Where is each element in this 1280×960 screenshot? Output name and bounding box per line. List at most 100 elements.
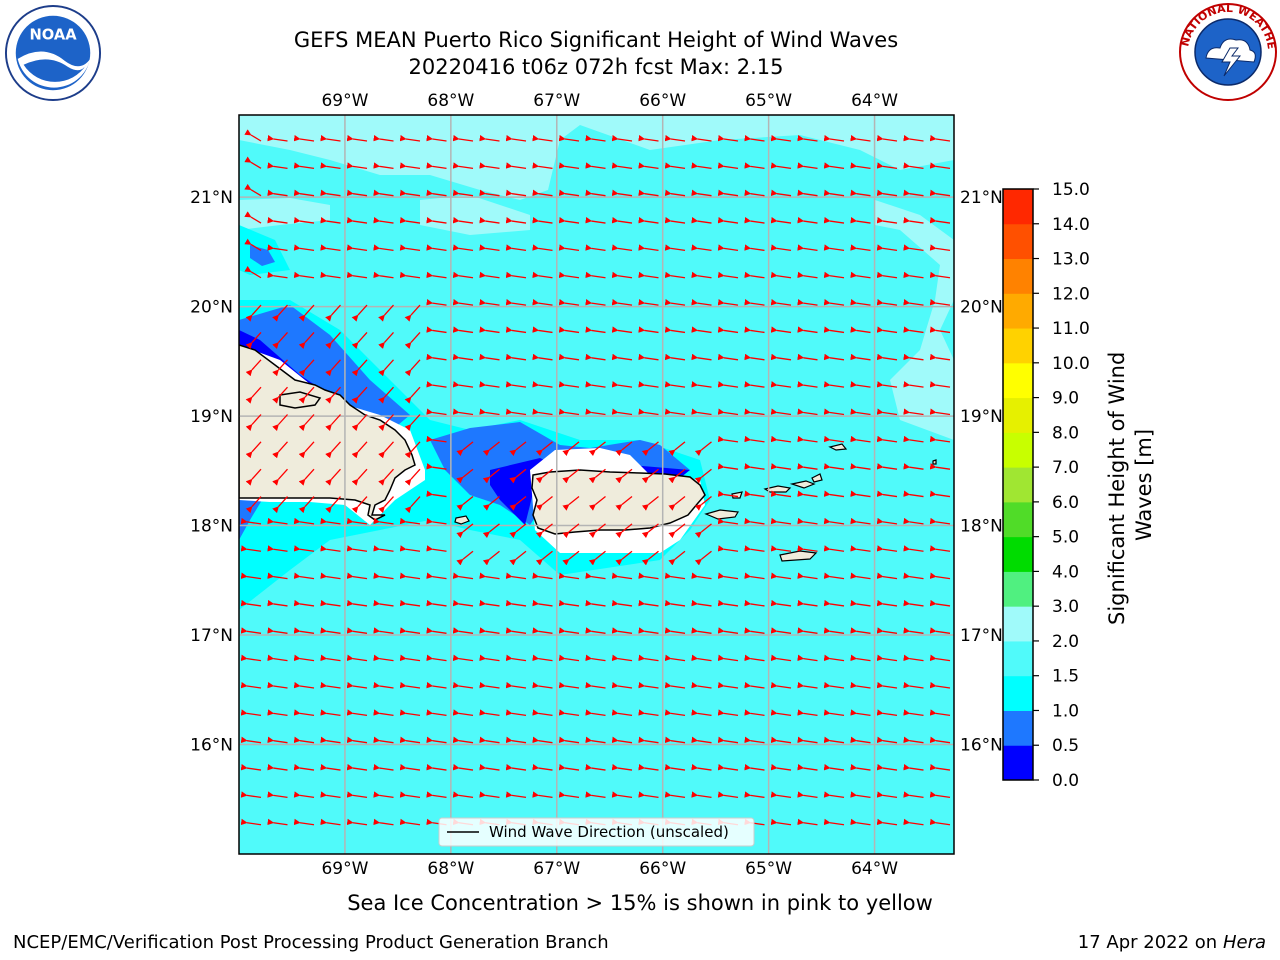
wind-wave-arrow: [482, 496, 500, 511]
wind-wave-arrow: [373, 189, 394, 197]
wind-wave-arrow: [876, 791, 898, 799]
wind-wave-arrow: [903, 408, 924, 416]
wind-wave-arrow: [505, 217, 527, 224]
wind-wave-arrow: [929, 134, 951, 142]
wind-wave-arrow: [426, 490, 447, 498]
wind-wave-arrow: [664, 572, 686, 580]
wind-wave-arrow: [850, 381, 871, 388]
wind-wave-arrow: [426, 463, 447, 470]
wind-wave-arrow: [850, 627, 871, 634]
wind-wave-arrow: [558, 572, 580, 580]
wind-wave-arrow: [272, 441, 288, 459]
wind-wave-arrow: [452, 299, 474, 306]
wind-wave-arrow: [452, 162, 474, 169]
wind-wave-arrow: [426, 217, 447, 224]
wind-wave-arrow: [558, 162, 580, 169]
wind-wave-arrow: [240, 572, 262, 580]
wind-wave-arrow: [320, 818, 341, 826]
noaa-logo: NOAA: [4, 4, 102, 102]
wind-wave-arrow: [664, 381, 686, 388]
wind-wave-arrow: [346, 271, 368, 279]
wind-wave-arrow: [717, 517, 739, 525]
wind-wave-arrow: [770, 599, 792, 607]
lon-tick-label: 66°W: [639, 859, 686, 879]
wind-wave-arrow: [797, 791, 818, 799]
colorbar-segment: [1003, 501, 1033, 538]
wind-wave-arrow: [346, 134, 368, 142]
wind-wave-arrow: [744, 271, 765, 279]
colorbar-tick-label: 15.0: [1052, 180, 1090, 200]
wind-wave-arrow: [770, 189, 792, 197]
wind-wave-arrow: [426, 435, 447, 443]
lon-tick-label: 66°W: [639, 91, 686, 111]
wind-wave-arrow: [638, 353, 659, 361]
wind-wave-arrow: [532, 189, 553, 197]
wind-wave-arrow: [399, 217, 421, 224]
wind-wave-arrow: [903, 709, 924, 716]
wind-wave-arrow: [532, 408, 553, 416]
wind-wave-arrow: [298, 496, 315, 514]
wind-wave-arrow: [240, 599, 262, 607]
wind-wave-arrow: [505, 134, 527, 142]
wind-wave-arrow: [373, 791, 394, 799]
wind-wave-arrow: [482, 550, 500, 566]
wind-wave-arrow: [664, 162, 686, 169]
land-mona-island: [454, 515, 470, 525]
wind-wave-arrow: [509, 441, 527, 457]
wind-wave-arrow: [850, 791, 871, 799]
wind-wave-arrow: [325, 414, 341, 432]
wind-wave-arrow: [426, 681, 447, 689]
wind-wave-arrow: [479, 572, 500, 580]
wind-wave-arrow: [797, 490, 818, 498]
wind-wave-arrow: [691, 408, 712, 416]
wind-wave-arrow: [509, 523, 527, 539]
wind-wave-arrow: [505, 599, 527, 607]
wind-wave-arrow: [797, 271, 818, 279]
wind-wave-arrow: [823, 791, 845, 799]
wind-wave-arrow: [373, 217, 394, 224]
wind-wave-arrow: [611, 791, 633, 799]
colorbar-segment: [1003, 432, 1033, 468]
wind-wave-arrow: [770, 818, 792, 826]
wind-wave-arrow: [272, 468, 288, 486]
wind-wave-arrow: [797, 599, 818, 607]
wind-wave-arrow: [245, 441, 262, 459]
wind-wave-arrow: [452, 189, 474, 197]
wind-wave-arrow: [244, 156, 262, 169]
wind-wave-arrow: [532, 599, 553, 607]
colorbar-tick-label: 1.0: [1052, 701, 1079, 721]
wind-wave-arrow: [298, 468, 315, 486]
wind-wave-arrow: [404, 386, 421, 404]
colorbar-tick-label: 13.0: [1052, 250, 1090, 270]
wind-wave-arrow: [452, 271, 474, 279]
wind-wave-arrow: [244, 238, 262, 251]
wind-wave-arrow: [641, 523, 659, 539]
wind-wave-arrow: [378, 441, 394, 459]
wind-wave-arrow: [850, 490, 871, 498]
wind-wave-arrow: [850, 517, 871, 525]
colorbar-ticks: 0.0 0.5 1.0 1.5 2.0 3.0 4.0 5.0 6.0 7.0 8.0 9.0 10.0…: [1033, 180, 1090, 791]
wind-wave-arrow: [479, 244, 500, 252]
wind-wave-arrow: [535, 496, 553, 511]
wind-wave-arrow: [641, 441, 659, 457]
wind-wave-arrow: [399, 271, 421, 279]
wind-wave-arrow: [373, 736, 394, 744]
wind-wave-arrow: [267, 271, 288, 279]
wind-wave-arrow: [320, 217, 341, 224]
wind-wave-arrow: [479, 299, 500, 306]
wind-wave-arrow: [876, 517, 898, 525]
wind-wave-arrow: [373, 818, 394, 826]
wind-wave-arrow: [585, 271, 606, 279]
wind-wave-arrow: [426, 572, 447, 580]
wind-wave-arrow: [426, 517, 447, 525]
colorbar-segment: [1003, 745, 1033, 781]
wind-wave-arrow: [797, 572, 818, 580]
wind-wave-arrow: [298, 414, 315, 432]
footer-branch: NCEP/EMC/Verification Post Processing Pr…: [13, 932, 609, 953]
wind-wave-arrow: [691, 627, 712, 634]
wind-wave-arrow: [929, 818, 951, 826]
wind-wave-arrow: [399, 654, 421, 662]
wind-wave-arrow: [404, 441, 421, 459]
wind-wave-arrow: [638, 627, 659, 634]
wind-wave-arrow: [641, 550, 659, 566]
